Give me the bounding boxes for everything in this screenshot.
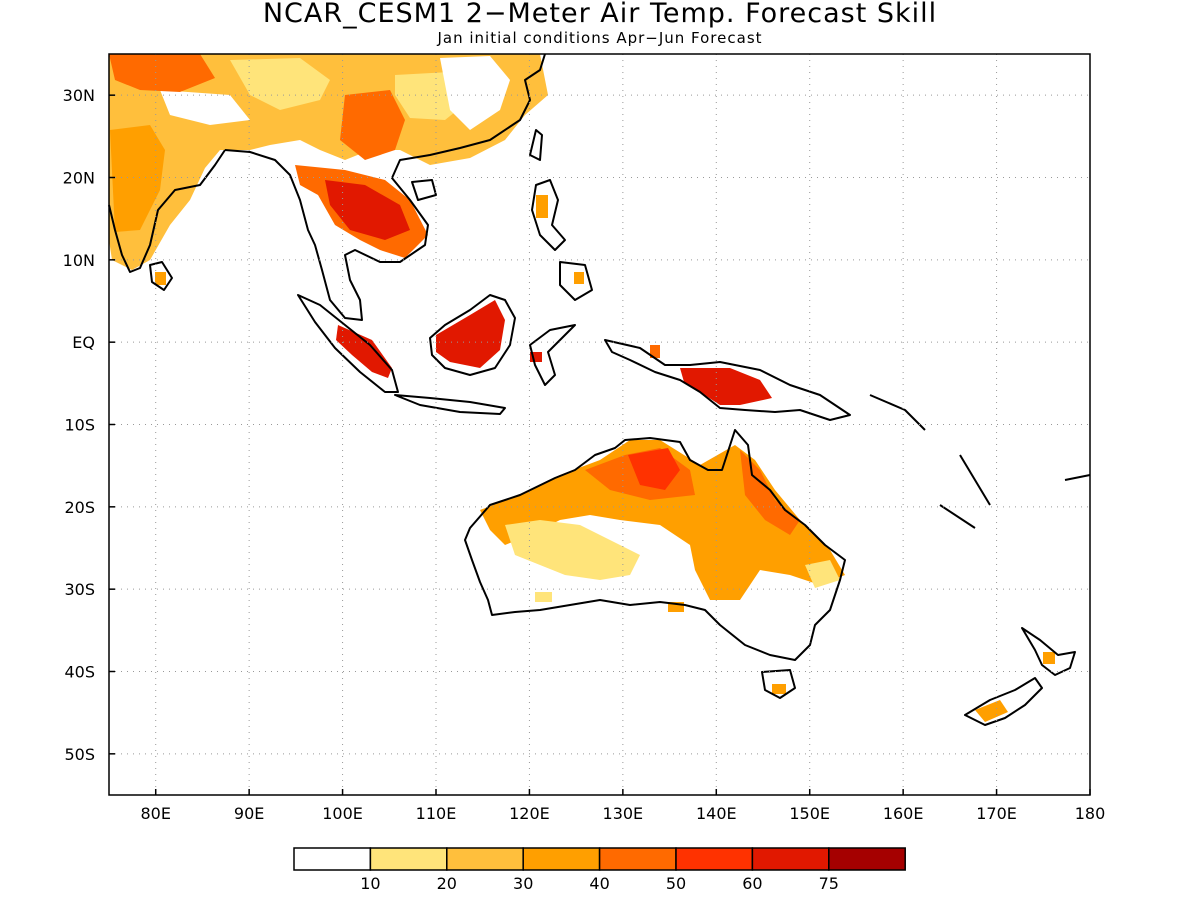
lat-tick-label: 30N [63,86,95,105]
legend-swatch [828,847,906,871]
coast-hainan [411,179,437,201]
lon-tick-label: 150E [789,804,830,823]
shade-china-white [440,56,510,130]
lon-tick-label: 140E [696,804,737,823]
shade-aus-east-dark [740,450,800,535]
coast-australia [464,429,846,661]
coast-java [394,394,506,415]
legend-label: 40 [589,874,609,893]
lon-tick-label: 90E [234,804,264,823]
coast-india [108,149,226,273]
coast-new-guinea [604,339,851,421]
legend-swatch [675,847,754,871]
lon-tick-label: 130E [603,804,644,823]
coast-nz-south [964,677,1043,726]
lat-tick-label: 50S [64,745,95,764]
shade-sri-lanka [155,272,166,285]
shade-sumatra [336,325,392,378]
coast-fiji [1064,474,1091,481]
legend-label: 50 [666,874,686,893]
lon-tick-label: 170E [976,804,1017,823]
shade-aus-light [505,520,640,580]
lat-tick-label: 10S [64,416,95,435]
legend-label: 20 [437,874,457,893]
shade-borneo [436,300,505,368]
lat-tick-label: 30S [64,580,95,599]
shade-aus-gulf-darker [628,448,680,490]
legend-label: 10 [360,874,380,893]
legend-label: 60 [742,874,762,893]
legend-swatch [522,847,601,871]
skill-shading [109,54,1055,722]
coast-nz-north [1021,627,1076,676]
shade-nz-north [1043,652,1055,664]
legend-swatch [369,847,448,871]
axis-ticks: 80E 90E 100E 110E 120E 130E 140E 150E 160E 170E 18… [63,86,1106,823]
lat-tick-label: 20N [63,169,95,188]
legend-swatch [598,847,677,871]
lat-tick-label: EQ [72,333,95,352]
lon-tick-label: 80E [140,804,170,823]
graticule [109,54,1090,795]
lon-tick-label: 120E [509,804,550,823]
shade-tasmania [772,684,786,694]
shade-indochina-dark [325,180,410,240]
shade-aus-east-light [805,560,840,588]
shade-india-mid [110,125,165,232]
color-legend: 10 20 30 40 50 60 75 [293,847,906,893]
shade-new-guinea [680,368,772,405]
shade-new-guinea-2 [650,345,660,358]
lon-tick-label: 100E [322,804,363,823]
coast-vanuatu [959,454,991,506]
coast-new-caledonia [939,504,976,529]
legend-label: 30 [513,874,533,893]
coast-mindanao [559,261,593,301]
lon-tick-label: 180 [1075,804,1106,823]
coast-sri-lanka [149,261,173,291]
shade-nz-south [975,700,1008,722]
lon-tick-label: 110E [416,804,457,823]
shade-tibet-dark [340,90,405,160]
shade-philippines [536,195,548,218]
legend-label: 75 [819,874,839,893]
coast-bay-bengal-east [224,53,546,321]
shade-nw-dark [109,54,215,92]
legend-swatch [446,847,524,871]
shade-china-light [230,58,330,110]
shade-china-white-2 [160,90,250,125]
coast-sulawesi [529,324,576,386]
legend-swatch [751,847,830,871]
legend-swatch [293,847,372,871]
coast-luzon [531,179,566,251]
coast-tasmania [761,669,796,699]
coast-taiwan [529,129,543,161]
lon-tick-label: 160E [883,804,924,823]
lat-tick-label: 10N [63,251,95,270]
map-frame [108,53,1091,796]
coast-borneo [429,294,516,376]
coast-sumatra [297,294,399,393]
map-subtitle: Jan initial conditions Apr−Jun Forecast [437,29,763,47]
lat-tick-label: 20S [64,498,95,517]
shade-philippines-2 [574,272,584,284]
coastlines [108,53,1091,726]
lat-tick-label: 40S [64,663,95,682]
map-title: NCAR_CESM1 2−Meter Air Temp. Forecast Sk… [262,0,938,29]
shade-aus-light-2 [535,592,552,602]
coast-solomons [869,394,926,431]
